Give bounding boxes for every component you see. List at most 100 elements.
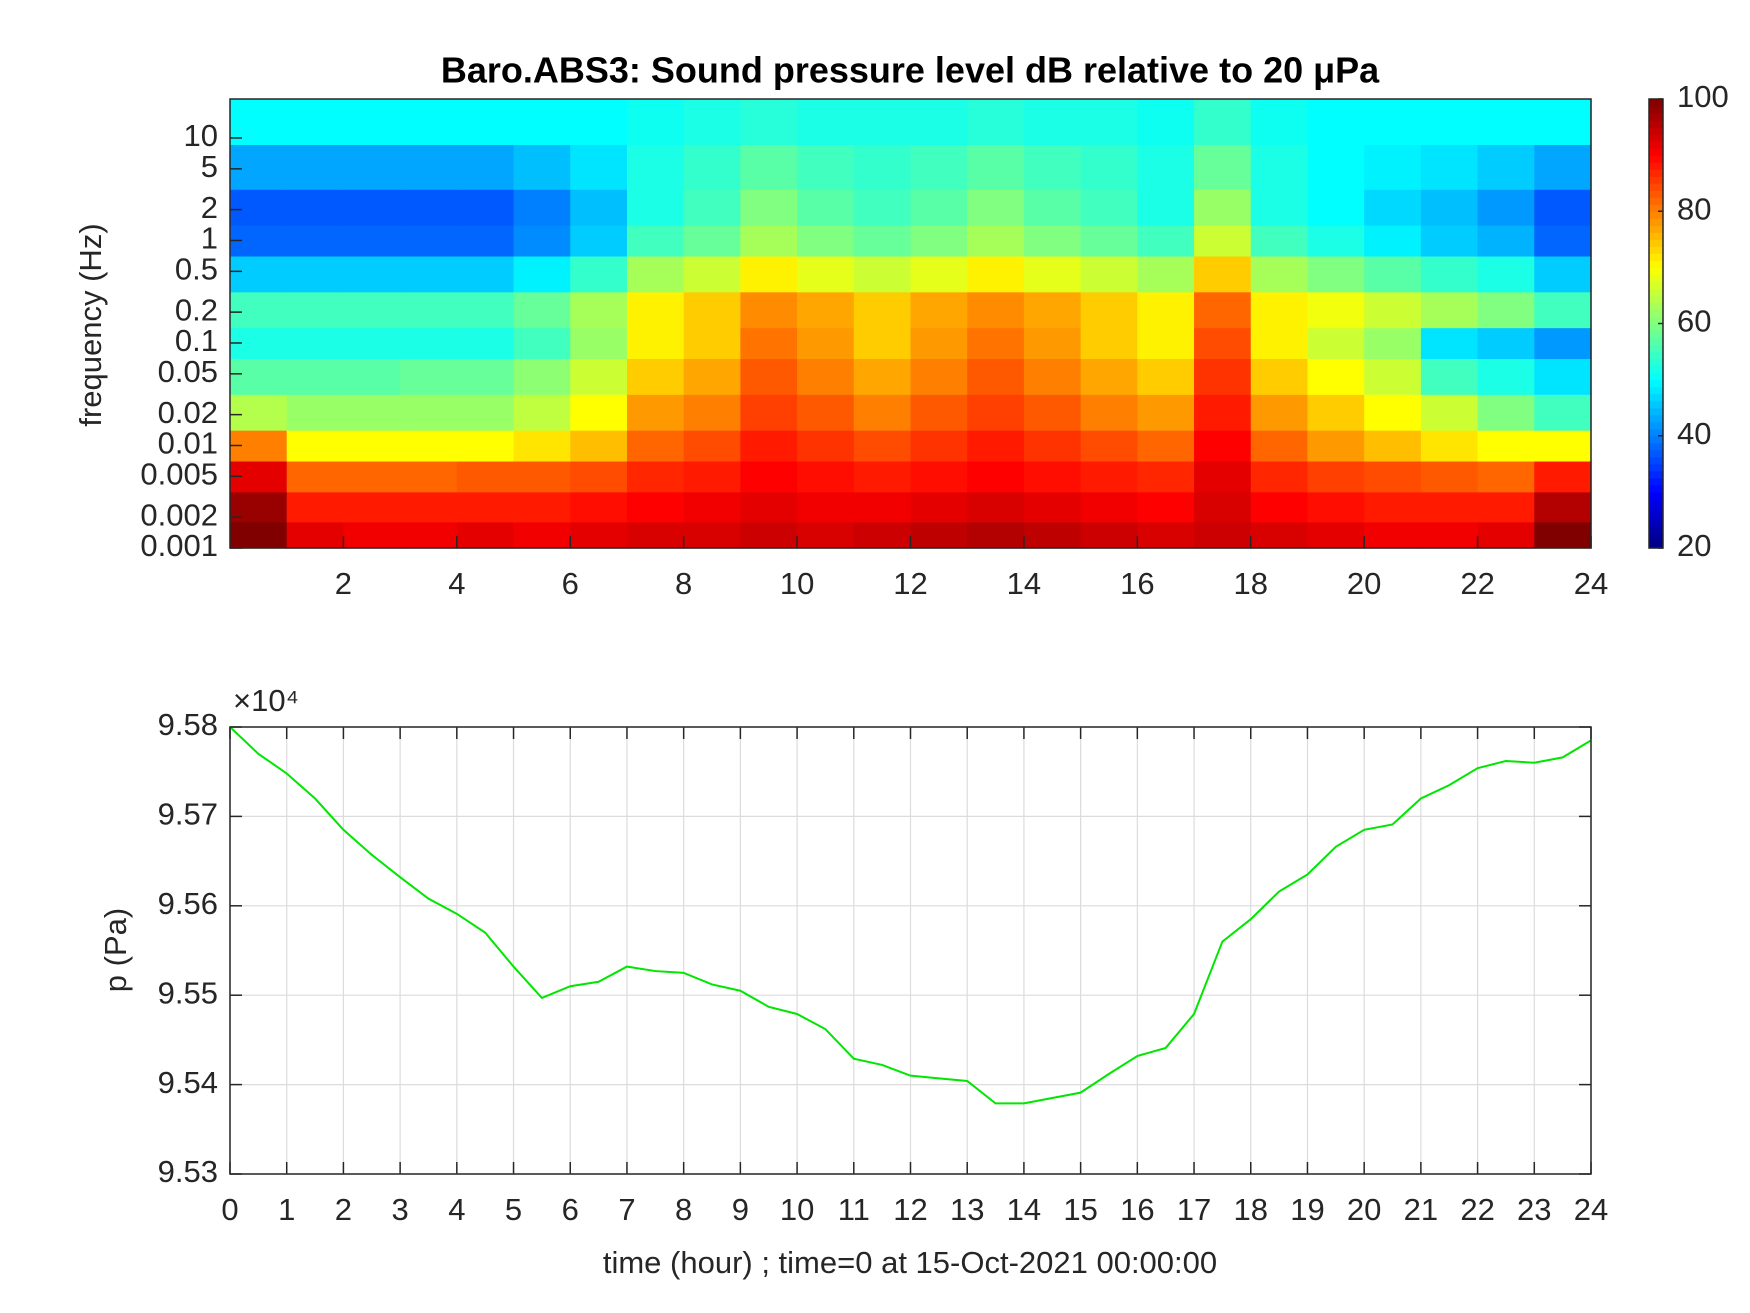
heatmap-cell bbox=[513, 99, 571, 145]
heatmap-cell bbox=[286, 394, 345, 431]
heatmap-cell bbox=[1137, 327, 1195, 360]
colorbar-segment bbox=[1649, 211, 1663, 219]
x-tick-label: 14 bbox=[1007, 1192, 1041, 1227]
x-tick-label: 12 bbox=[893, 1192, 927, 1227]
colorbar-segment bbox=[1649, 386, 1663, 395]
heatmap-cell bbox=[1080, 521, 1138, 549]
heatmap-cell bbox=[1307, 225, 1365, 257]
x-tick-label: 22 bbox=[1460, 1192, 1494, 1227]
heatmap-cell bbox=[683, 430, 741, 462]
plot-frame bbox=[229, 726, 1592, 1175]
colorbar-segment bbox=[1649, 183, 1663, 191]
heatmap-cell bbox=[1534, 491, 1592, 523]
heatmap-cell bbox=[1420, 99, 1479, 145]
colorbar-segment bbox=[1649, 120, 1663, 128]
heatmap-cell bbox=[1194, 394, 1252, 431]
heatmap-cell bbox=[967, 255, 1025, 293]
heatmap-cell bbox=[853, 291, 912, 329]
y-axis-label: frequency (Hz) bbox=[73, 223, 108, 426]
heatmap-cell bbox=[1194, 99, 1252, 145]
heatmap-cell bbox=[1023, 460, 1082, 493]
x-tick-label: 24 bbox=[1574, 566, 1608, 601]
colorbar-segment bbox=[1649, 344, 1663, 353]
y-tick-label: 0.02 bbox=[158, 395, 218, 430]
heatmap-cell bbox=[343, 144, 401, 190]
heatmap-cell bbox=[910, 144, 968, 190]
colorbar-segment bbox=[1649, 400, 1663, 409]
colorbar-segment bbox=[1649, 449, 1663, 458]
colorbar-segment bbox=[1649, 225, 1663, 233]
y-tick-label: 0.05 bbox=[158, 354, 218, 389]
heatmap-cell bbox=[1194, 430, 1252, 462]
x-tick-label: 20 bbox=[1347, 1192, 1381, 1227]
heatmap-cell bbox=[1477, 521, 1535, 549]
x-tick-label: 20 bbox=[1347, 566, 1381, 601]
heatmap-cell bbox=[853, 327, 912, 360]
y-tick-label: 9.57 bbox=[158, 797, 218, 832]
colorbar-segment bbox=[1649, 316, 1663, 325]
heatmap-cell bbox=[1420, 358, 1479, 395]
heatmap-cell bbox=[1477, 327, 1535, 360]
heatmap-cell bbox=[1250, 358, 1309, 395]
colorbar-segment bbox=[1649, 309, 1663, 318]
heatmap-cell bbox=[456, 521, 515, 549]
colorbar-segment bbox=[1649, 463, 1663, 472]
colorbar-segment bbox=[1649, 365, 1663, 374]
heatmap-cell bbox=[456, 460, 515, 493]
heatmap-cell bbox=[626, 394, 685, 431]
heatmap-cell bbox=[513, 460, 571, 493]
colorbar-segment bbox=[1649, 323, 1663, 332]
colorbar-segment bbox=[1649, 393, 1663, 402]
heatmap-cell bbox=[1364, 460, 1422, 493]
heatmap-cell bbox=[797, 144, 855, 190]
x-tick-label: 24 bbox=[1574, 1192, 1608, 1227]
heatmap-cell bbox=[570, 291, 628, 329]
heatmap-cell bbox=[853, 430, 912, 462]
heatmap-cell bbox=[797, 225, 855, 257]
heatmap-cell bbox=[343, 521, 401, 549]
heatmap-cell bbox=[683, 255, 741, 293]
x-tick-label: 23 bbox=[1517, 1192, 1551, 1227]
heatmap-cell bbox=[740, 430, 798, 462]
heatmap-cell bbox=[740, 144, 798, 190]
heatmap-cell bbox=[1250, 255, 1309, 293]
heatmap-cell bbox=[513, 521, 571, 549]
heatmap-cell bbox=[1080, 460, 1138, 493]
heatmap-cell bbox=[1420, 394, 1479, 431]
colorbar-segment bbox=[1649, 477, 1663, 486]
heatmap-cell bbox=[1364, 189, 1422, 226]
heatmap-cell bbox=[456, 394, 515, 431]
x-tick-label: 17 bbox=[1177, 1192, 1211, 1227]
heatmap-cell bbox=[1023, 291, 1082, 329]
heatmap-cell bbox=[626, 99, 685, 145]
heatmap-cell bbox=[1137, 225, 1195, 257]
heatmap-cell bbox=[1250, 291, 1309, 329]
x-tick-label: 18 bbox=[1234, 1192, 1268, 1227]
heatmap-cell bbox=[1080, 225, 1138, 257]
colorbar-segment bbox=[1649, 379, 1663, 388]
heatmap-cell bbox=[1137, 99, 1195, 145]
colorbar-segment bbox=[1649, 106, 1663, 114]
colorbar-segment bbox=[1649, 421, 1663, 430]
heatmap-cell bbox=[740, 327, 798, 360]
heatmap-cell bbox=[1080, 358, 1138, 395]
colorbar-segment bbox=[1649, 330, 1663, 339]
heatmap-cell bbox=[343, 327, 401, 360]
colorbar-tick-label: 20 bbox=[1677, 528, 1711, 563]
colorbar-segment bbox=[1649, 197, 1663, 205]
colorbar-segment bbox=[1649, 470, 1663, 479]
colorbar-segment bbox=[1649, 498, 1663, 507]
heatmap-cell bbox=[626, 255, 685, 293]
heatmap-cell bbox=[1023, 430, 1082, 462]
heatmap-cell bbox=[853, 99, 912, 145]
heatmap-cell bbox=[910, 327, 968, 360]
heatmap-cell bbox=[1080, 144, 1138, 190]
heatmap-cell bbox=[456, 291, 515, 329]
heatmap-cell bbox=[797, 394, 855, 431]
heatmap-cell bbox=[1477, 255, 1535, 293]
heatmap-cell bbox=[1420, 327, 1479, 360]
heatmap-cell bbox=[230, 358, 288, 395]
heatmap-cell bbox=[1080, 255, 1138, 293]
heatmap-cell bbox=[910, 99, 968, 145]
heatmap-cell bbox=[456, 327, 515, 360]
